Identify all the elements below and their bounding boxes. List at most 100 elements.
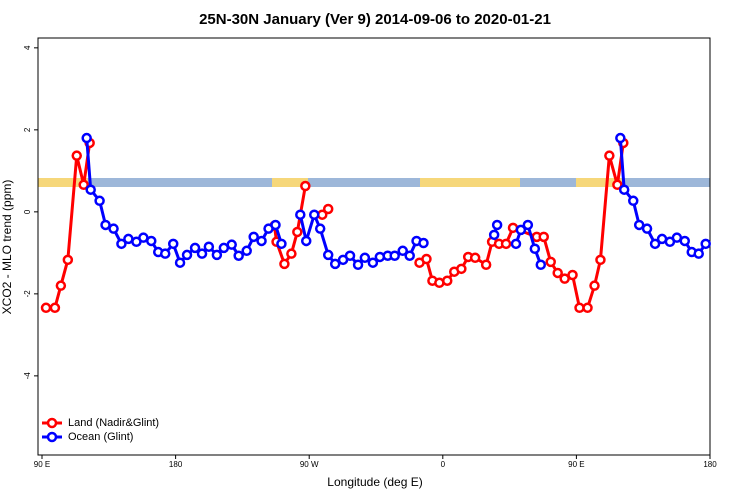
point xyxy=(71,150,82,161)
point xyxy=(545,256,556,268)
point xyxy=(78,179,89,191)
point xyxy=(469,252,481,264)
series-line xyxy=(46,142,625,310)
point xyxy=(693,248,704,259)
point xyxy=(81,132,92,144)
point xyxy=(62,254,74,266)
point xyxy=(270,219,281,231)
point xyxy=(559,273,570,284)
legend-marker xyxy=(46,417,58,429)
point xyxy=(397,245,408,257)
point xyxy=(582,302,593,314)
point xyxy=(276,238,287,250)
point xyxy=(535,259,547,270)
point xyxy=(480,259,492,270)
point xyxy=(241,245,252,257)
point xyxy=(211,249,223,261)
point xyxy=(295,209,306,220)
point xyxy=(94,195,105,207)
point xyxy=(203,241,215,252)
point xyxy=(567,269,578,281)
point xyxy=(286,248,297,259)
point xyxy=(500,238,512,250)
point xyxy=(256,235,267,247)
point xyxy=(359,252,371,264)
point xyxy=(421,253,432,265)
point xyxy=(159,248,171,259)
y-axis-label: XCO2 - MLO trend (ppm) xyxy=(0,180,14,315)
point xyxy=(146,235,157,247)
point xyxy=(49,302,61,314)
point xyxy=(174,257,186,268)
point xyxy=(279,258,290,270)
point xyxy=(456,263,467,275)
point xyxy=(515,224,527,236)
x-axis-label: Longitude (deg E) xyxy=(327,475,422,489)
legend-label: Ocean (Glint) xyxy=(68,431,133,443)
point xyxy=(322,249,334,261)
point xyxy=(595,254,606,266)
point xyxy=(633,219,645,231)
point xyxy=(352,259,364,270)
point xyxy=(300,235,312,247)
x-tick-label: 180 xyxy=(703,460,717,469)
point xyxy=(344,250,356,261)
point xyxy=(309,209,320,220)
point xyxy=(116,238,127,250)
point xyxy=(418,237,429,249)
point xyxy=(491,219,503,231)
point xyxy=(226,239,237,250)
y-tick-label: 2 xyxy=(23,127,32,132)
plot-frame xyxy=(37,37,711,456)
chart-title: 25N-30N January (Ver 9) 2014-09-06 to 20… xyxy=(199,11,551,28)
point xyxy=(108,223,119,234)
point xyxy=(55,280,67,291)
point xyxy=(181,249,193,261)
point xyxy=(389,250,400,261)
x-tick-label: 90 W xyxy=(300,460,319,469)
legend-marker xyxy=(46,431,58,443)
point xyxy=(40,302,52,314)
legend-label: Land (Nadir&Glint) xyxy=(68,417,159,429)
point xyxy=(679,235,691,247)
point xyxy=(300,180,311,192)
point xyxy=(538,231,549,243)
point xyxy=(367,257,379,268)
point xyxy=(248,231,259,243)
point xyxy=(442,275,453,286)
point xyxy=(522,219,534,231)
point xyxy=(628,195,639,207)
point xyxy=(641,223,653,234)
point xyxy=(510,238,522,250)
point xyxy=(233,250,244,261)
x-tick-label: 90 E xyxy=(568,460,584,469)
point xyxy=(167,238,179,250)
point xyxy=(329,258,341,270)
point xyxy=(615,132,626,144)
point xyxy=(529,243,541,255)
map-strip xyxy=(38,178,710,187)
point xyxy=(488,229,500,241)
point xyxy=(649,238,661,250)
point xyxy=(292,226,303,238)
point xyxy=(612,179,623,191)
point xyxy=(189,242,201,254)
point xyxy=(618,184,630,195)
point xyxy=(700,238,711,250)
point xyxy=(100,219,111,231)
y-tick-label: -4 xyxy=(23,372,32,380)
x-tick-label: 0 xyxy=(441,460,446,469)
point xyxy=(404,250,415,261)
point xyxy=(322,203,334,215)
y-tick-label: 4 xyxy=(23,45,32,50)
point xyxy=(314,223,326,234)
y-tick-label: -2 xyxy=(23,290,32,298)
x-tick-label: 180 xyxy=(169,460,183,469)
point xyxy=(196,248,208,259)
point xyxy=(589,280,600,291)
x-tick-label: 90 E xyxy=(34,460,50,469)
point xyxy=(604,150,615,161)
point xyxy=(85,184,96,195)
y-tick-label: 0 xyxy=(23,209,32,214)
